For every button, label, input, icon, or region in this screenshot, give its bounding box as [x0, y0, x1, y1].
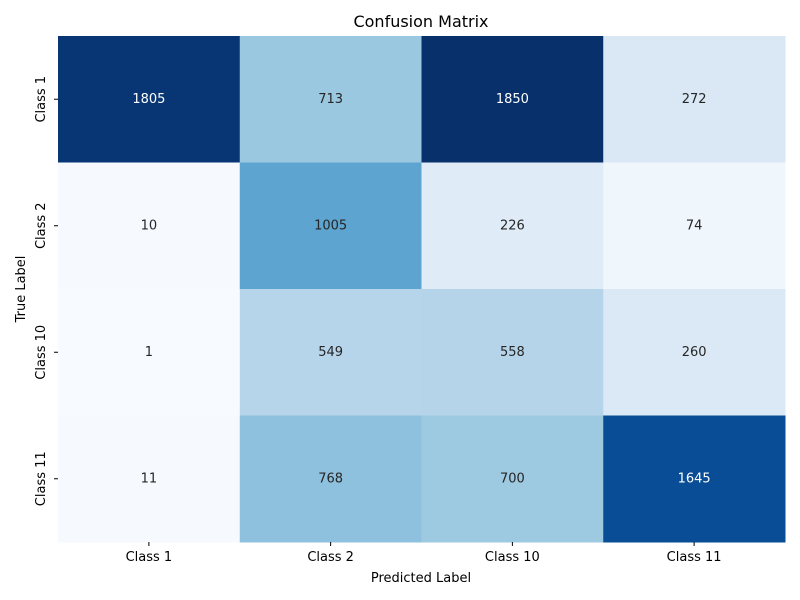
heatmap-value-labels: 1805 713 1850 272 10 1005 226 74 1 549 558 260 11 768… [132, 92, 710, 487]
cell-value-label: 700 [500, 471, 525, 486]
heatmap-cell-r0-c0 [58, 36, 241, 163]
heatmap-cell-r0-c1 [239, 36, 422, 163]
heatmap-cell-r0-c2 [421, 36, 604, 163]
cell-value-label: 1005 [314, 218, 347, 233]
heatmap-cell-r2-c0 [58, 289, 241, 416]
cell-value-label: 74 [686, 218, 703, 233]
x-axis: Class 1 Class 2 Class 10 Class 11 [126, 542, 722, 565]
heatmap-cell-r2-c1 [239, 289, 422, 416]
x-tick-label: Class 2 [307, 550, 354, 565]
x-tick-label: Class 10 [485, 550, 540, 565]
x-axis-label: Predicted Label [371, 571, 471, 586]
heatmap-cell-r1-c1 [239, 162, 422, 290]
heatmap-cell-r1-c3 [603, 162, 786, 290]
chart-title: Confusion Matrix [353, 12, 488, 31]
y-axis-label: True Label [14, 256, 29, 324]
cell-value-label: 1645 [678, 471, 711, 486]
heatmap-cell-r3-c0 [58, 415, 241, 543]
x-tick-label: Class 11 [667, 550, 722, 565]
cell-value-label: 10 [141, 218, 158, 233]
cell-value-label: 272 [682, 92, 707, 107]
heatmap-cell-r1-c2 [421, 162, 604, 290]
heatmap-cell-r3-c2 [421, 415, 604, 543]
cell-value-label: 1850 [496, 92, 529, 107]
y-axis: Class 1 Class 2 Class 10 Class 11 [34, 76, 58, 506]
heatmap-cells [58, 36, 786, 543]
y-tick-label: Class 10 [34, 325, 49, 380]
cell-value-label: 226 [500, 218, 525, 233]
y-tick-label: Class 2 [34, 202, 49, 249]
cell-value-label: 260 [682, 345, 707, 360]
heatmap-cell-r1-c0 [58, 162, 241, 290]
cell-value-label: 1 [145, 345, 153, 360]
x-tick-label: Class 1 [126, 550, 173, 565]
cell-value-label: 549 [318, 345, 343, 360]
cell-value-label: 1805 [132, 92, 165, 107]
heatmap-cell-r3-c3 [603, 415, 786, 543]
y-tick-label: Class 11 [34, 451, 49, 506]
cell-value-label: 768 [318, 471, 343, 486]
heatmap-cell-r2-c3 [603, 289, 786, 416]
y-tick-label: Class 1 [34, 76, 49, 123]
cell-value-label: 558 [500, 345, 525, 360]
cell-value-label: 713 [318, 92, 343, 107]
heatmap-cell-r2-c2 [421, 289, 604, 416]
heatmap-cell-r0-c3 [603, 36, 786, 163]
cell-value-label: 11 [141, 471, 158, 486]
heatmap-cell-r3-c1 [239, 415, 422, 543]
